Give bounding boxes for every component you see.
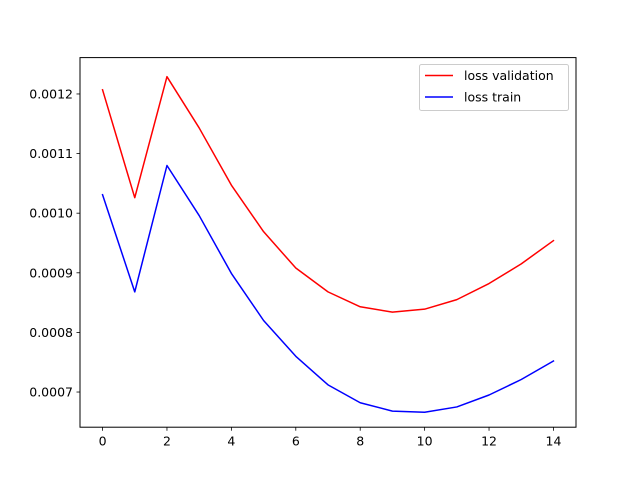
- series-line-1: [101, 164, 555, 414]
- series-layer: [101, 75, 555, 414]
- legend-label-0: loss validation: [464, 68, 554, 83]
- y-axis: 0.0007 0.0008 0.0009 0.0010 0.0011 0.0012: [29, 86, 80, 400]
- x-tick-label: 0: [99, 434, 107, 449]
- plot-area: [79, 57, 577, 428]
- x-tick-label: 8: [356, 434, 364, 449]
- axes-frame: [79, 57, 577, 428]
- x-tick-label: 14: [546, 434, 562, 449]
- legend: loss validation loss train: [419, 64, 569, 111]
- y-tick-label: 0.0007: [29, 385, 73, 400]
- y-tick-label: 0.0012: [29, 86, 73, 101]
- x-tick-label: 2: [163, 434, 171, 449]
- legend-box: [419, 64, 569, 111]
- x-tick-label: 10: [417, 434, 433, 449]
- series-line-0: [101, 75, 555, 313]
- x-tick-label: 12: [481, 434, 497, 449]
- y-tick-label: 0.0010: [29, 206, 73, 221]
- legend-label-1: loss train: [464, 90, 521, 105]
- y-tick-label: 0.0011: [29, 146, 73, 161]
- y-tick-label: 0.0009: [29, 265, 73, 280]
- y-tick-label: 0.0008: [29, 325, 73, 340]
- x-tick-label: 4: [227, 434, 235, 449]
- x-tick-label: 6: [292, 434, 300, 449]
- x-axis: 0 2 4 6 8 10 12 14: [99, 427, 562, 449]
